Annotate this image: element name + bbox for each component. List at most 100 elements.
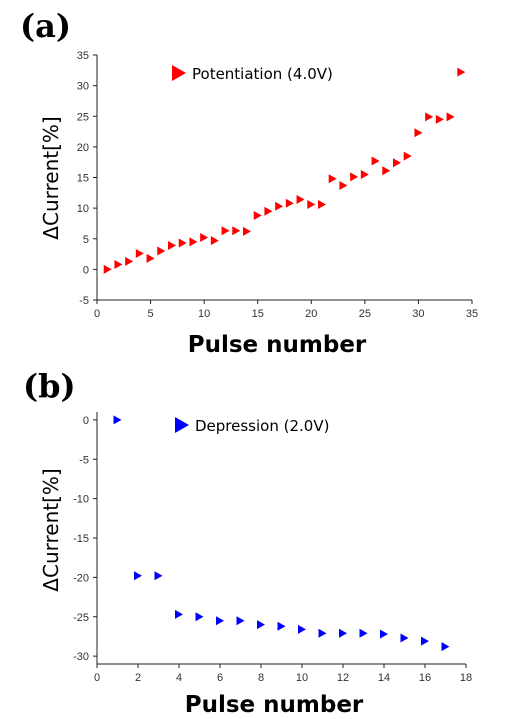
y-axis-label: ΔCurrent[%] <box>39 116 63 239</box>
x-tick-label: 0 <box>94 308 100 320</box>
x-axis-label: Pulse number <box>188 332 367 358</box>
data-series <box>103 67 466 274</box>
x-tick-label: 12 <box>337 672 349 684</box>
y-axis-label: ΔCurrent[%] <box>39 468 63 591</box>
data-point <box>298 624 306 634</box>
y-tick-label: 30 <box>77 81 89 93</box>
data-point <box>339 180 348 190</box>
x-tick-label: 5 <box>148 308 154 320</box>
data-series <box>113 415 450 652</box>
y-tick-label: 25 <box>77 111 89 123</box>
data-point <box>403 151 412 161</box>
data-point <box>154 571 163 581</box>
y-tick-label: -20 <box>73 572 89 584</box>
data-point <box>425 112 434 122</box>
data-point <box>296 195 305 205</box>
data-point <box>285 198 294 208</box>
data-point <box>157 246 166 256</box>
y-tick-label: -30 <box>73 651 89 663</box>
legend-label: Potentiation (4.0V) <box>192 65 333 83</box>
x-tick-label: 4 <box>176 672 182 684</box>
data-point <box>421 636 429 646</box>
y-tick-label: -10 <box>73 494 89 506</box>
x-tick-label: 15 <box>252 308 264 320</box>
data-point <box>113 415 122 425</box>
x-tick-label: 18 <box>460 672 472 684</box>
data-point <box>382 166 391 176</box>
data-point <box>359 628 368 638</box>
data-point <box>236 616 245 626</box>
legend-marker <box>172 65 186 81</box>
data-point <box>175 609 183 619</box>
x-tick-label: 0 <box>94 672 100 684</box>
data-point <box>210 236 219 246</box>
data-point <box>178 238 187 248</box>
data-point <box>339 628 347 638</box>
data-point <box>277 621 286 631</box>
data-point <box>457 67 466 77</box>
data-point <box>216 616 224 626</box>
data-point <box>189 237 198 247</box>
legend-marker <box>175 417 189 433</box>
y-tick-label: -15 <box>73 533 89 545</box>
data-point <box>380 629 388 639</box>
data-point <box>446 112 455 122</box>
data-point <box>134 571 142 581</box>
y-tick-label: 20 <box>77 142 89 154</box>
y-tick-label: 35 <box>77 50 89 62</box>
data-point <box>307 199 316 209</box>
data-point <box>125 256 134 266</box>
x-tick-label: 6 <box>217 672 223 684</box>
y-tick-label: 0 <box>83 415 89 427</box>
data-point <box>195 612 204 622</box>
panel-label: (a) <box>20 7 71 45</box>
data-point <box>318 628 327 638</box>
data-point <box>232 226 241 236</box>
data-point <box>360 169 369 179</box>
panel-label: (b) <box>23 367 76 405</box>
y-tick-label: 10 <box>77 203 89 215</box>
data-point <box>350 172 359 182</box>
data-point <box>146 253 155 263</box>
data-point <box>441 642 450 652</box>
data-point <box>328 174 337 184</box>
data-point <box>264 206 273 216</box>
data-point <box>168 240 176 250</box>
data-point <box>253 210 262 220</box>
data-point <box>243 226 251 236</box>
y-tick-label: 5 <box>83 234 89 246</box>
data-point <box>257 620 265 630</box>
x-tick-label: 14 <box>378 672 390 684</box>
x-tick-label: 30 <box>412 308 424 320</box>
x-tick-label: 10 <box>198 308 210 320</box>
data-point <box>200 233 209 243</box>
chart-panel-b: (b) 0 2 4 6 8 10 12 14 16 18 0 -5 -10 -15 -20 -25 -30 Puls… <box>23 367 472 718</box>
x-tick-label: 10 <box>296 672 308 684</box>
data-point <box>371 156 380 166</box>
data-point <box>103 264 112 274</box>
y-tick-label: -25 <box>73 612 89 624</box>
data-point <box>114 259 123 269</box>
data-point <box>414 128 423 138</box>
data-point <box>318 199 326 209</box>
x-tick-label: 35 <box>466 308 478 320</box>
data-point <box>393 158 401 168</box>
data-point <box>221 226 230 236</box>
x-tick-label: 20 <box>305 308 317 320</box>
y-tick-label: 0 <box>83 264 89 276</box>
x-tick-label: 25 <box>359 308 371 320</box>
data-point <box>275 201 284 211</box>
y-tick-label: 15 <box>77 173 89 185</box>
x-tick-label: 16 <box>419 672 431 684</box>
x-axis-label: Pulse number <box>185 692 364 718</box>
x-tick-label: 2 <box>135 672 141 684</box>
chart-panel-a: (a) 0 5 10 15 20 25 30 35 -5 0 5 10 15 20 25 30 35 Pulse n… <box>20 7 478 358</box>
y-tick-label: -5 <box>79 295 89 307</box>
data-point <box>435 114 444 124</box>
data-point <box>400 633 409 643</box>
data-point <box>135 248 144 258</box>
legend-label: Depression (2.0V) <box>195 417 329 435</box>
x-tick-label: 8 <box>258 672 264 684</box>
y-tick-label: -5 <box>79 454 89 466</box>
